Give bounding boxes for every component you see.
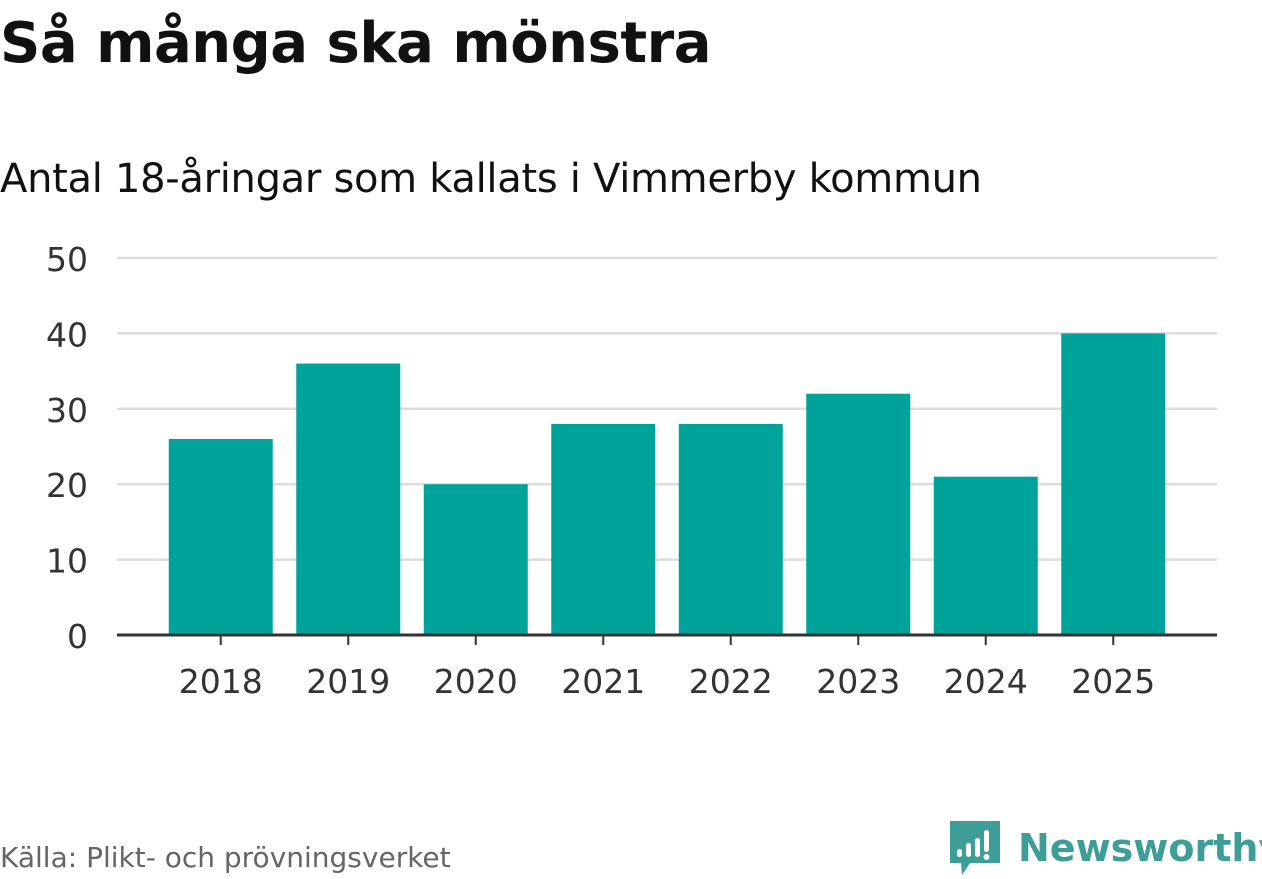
x-tick-label: 2019 (306, 662, 390, 701)
x-tick-label: 2018 (179, 662, 263, 701)
y-tick-label: 40 (46, 315, 88, 354)
chart-title: Så många ska mönstra (0, 11, 712, 76)
x-axis: 2018 2019 2020 2021 2022 2023 2024 2025 (117, 633, 1217, 701)
logo-text: Newsworthy (1018, 826, 1262, 870)
y-tick-label: 20 (46, 466, 88, 505)
bar-2018 (168, 438, 273, 635)
x-tick-label: 2020 (434, 662, 518, 701)
bar-2019 (296, 363, 401, 635)
bar-2020 (423, 484, 528, 635)
x-tick-label: 2023 (816, 662, 900, 701)
bar-2025 (1061, 333, 1166, 635)
bar-2023 (806, 393, 911, 635)
bar-2024 (933, 476, 1038, 635)
bars (168, 333, 1166, 635)
gridlines (117, 256, 1217, 561)
newsworthy-logo: Newsworthy (950, 818, 1262, 878)
x-tick-label: 2021 (561, 662, 645, 701)
x-tick-label: 2024 (944, 662, 1028, 701)
x-tick-label: 2022 (689, 662, 773, 701)
source-note: Källa: Plikt- och prövningsverket (0, 841, 451, 874)
bar-2021 (551, 423, 656, 635)
y-tick-label: 50 (46, 240, 88, 279)
chart-subtitle: Antal 18-åringar som kallats i Vimmerby … (0, 156, 982, 202)
y-axis-ticks: 0 10 20 30 40 50 (46, 240, 88, 656)
newsworthy-logo-icon (950, 821, 1000, 875)
y-tick-label: 10 (46, 542, 88, 581)
x-tick-label: 2025 (1071, 662, 1155, 701)
y-tick-label: 0 (67, 617, 88, 656)
y-tick-label: 30 (46, 391, 88, 430)
bar-2022 (678, 423, 783, 635)
